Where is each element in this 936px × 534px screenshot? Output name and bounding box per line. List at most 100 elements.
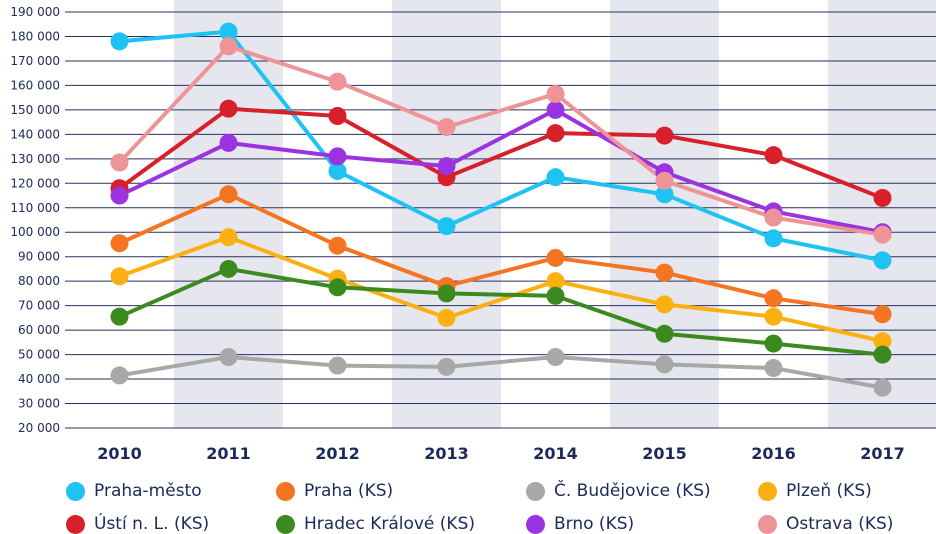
data-point <box>873 188 892 207</box>
data-point <box>437 357 456 376</box>
data-point <box>110 32 129 51</box>
legend-label: Č. Budějovice (KS) <box>554 481 711 501</box>
series-line <box>119 355 883 390</box>
y-tick-label: 140 000 <box>10 127 60 141</box>
data-point <box>219 259 238 278</box>
data-point <box>219 348 238 367</box>
data-point <box>546 100 565 119</box>
data-point <box>437 118 456 137</box>
series-points <box>110 22 892 397</box>
data-point <box>546 168 565 187</box>
legend-marker <box>276 481 295 501</box>
data-point <box>546 272 565 291</box>
legend-item: Praha-město <box>66 481 202 501</box>
data-point <box>328 356 347 375</box>
legend-marker <box>526 514 545 534</box>
data-point <box>873 225 892 244</box>
data-point <box>873 305 892 324</box>
x-tick-label: 2012 <box>315 444 360 463</box>
data-point <box>655 126 674 145</box>
gridlines <box>65 11 936 429</box>
y-tick-label: 120 000 <box>10 176 60 190</box>
data-point <box>437 284 456 303</box>
legend-marker <box>758 514 777 534</box>
series-line <box>118 107 883 235</box>
legend-item: Č. Budějovice (KS) <box>526 481 711 501</box>
data-point <box>219 99 238 118</box>
legend-label: Brno (KS) <box>554 514 635 534</box>
data-point <box>328 107 347 125</box>
data-point <box>110 307 129 326</box>
y-tick-label: 90 000 <box>18 250 60 264</box>
y-tick-label: 70 000 <box>18 299 60 313</box>
data-point <box>764 146 783 165</box>
y-tick-label: 150 000 <box>10 103 60 117</box>
series-line <box>118 106 884 200</box>
data-point <box>764 334 783 353</box>
legend-marker <box>276 514 295 534</box>
data-point <box>328 278 347 297</box>
y-tick-label: 30 000 <box>18 397 60 411</box>
data-point <box>764 289 783 308</box>
legend-label: Ústí n. L. (KS) <box>94 514 210 534</box>
legend-label: Praha (KS) <box>304 481 394 501</box>
data-point <box>437 157 456 176</box>
legend-item: Hradec Králové (KS) <box>276 514 475 534</box>
y-axis-labels: 190 000 180 000 170 000 160 000 150 000 140 0… <box>10 5 60 435</box>
y-tick-label: 80 000 <box>18 274 60 288</box>
x-tick-label: 2017 <box>860 444 905 463</box>
series-line <box>118 44 883 237</box>
data-point <box>110 234 129 253</box>
legend-marker <box>66 481 85 501</box>
legend-label: Ostrava (KS) <box>786 514 894 534</box>
data-point <box>110 186 129 205</box>
data-point <box>328 72 347 91</box>
column-bands <box>174 0 936 428</box>
legend-item: Plzeň (KS) <box>758 481 872 501</box>
series-line <box>118 266 883 357</box>
data-point <box>873 378 892 397</box>
data-point <box>546 248 565 267</box>
data-point <box>873 332 892 351</box>
legend-item: Ostrava (KS) <box>758 514 893 534</box>
y-tick-label: 100 000 <box>10 225 60 239</box>
y-tick-label: 110 000 <box>10 201 60 215</box>
series-line <box>118 235 883 344</box>
data-point <box>219 37 238 56</box>
data-point <box>764 208 783 227</box>
x-tick-label: 2015 <box>642 444 687 463</box>
data-point <box>655 324 674 343</box>
x-axis-labels: 2010 2011 2012 2013 2014 2015 2016 2017 <box>97 444 905 463</box>
data-point <box>437 308 456 327</box>
column-band <box>828 0 936 428</box>
legend-label: Hradec Králové (KS) <box>304 514 475 534</box>
legend-marker <box>758 481 777 501</box>
column-band <box>392 0 501 428</box>
series-line <box>119 29 883 263</box>
y-tick-label: 40 000 <box>18 372 60 386</box>
data-point <box>655 295 674 314</box>
data-point <box>546 348 565 367</box>
data-point <box>546 84 565 103</box>
data-point <box>873 251 892 270</box>
data-point <box>764 229 783 248</box>
y-tick-label: 130 000 <box>10 152 60 166</box>
data-point <box>219 228 238 247</box>
data-point <box>764 359 783 378</box>
legend: Praha-město Praha (KS) Č. Budějovice (KS) P… <box>0 476 936 534</box>
legend-item: Brno (KS) <box>526 514 634 534</box>
data-point <box>655 355 674 374</box>
data-point <box>546 286 565 305</box>
data-point <box>873 345 892 364</box>
data-point <box>110 366 129 385</box>
series-line <box>118 192 883 317</box>
data-point <box>655 263 674 282</box>
y-tick-label: 60 000 <box>18 323 60 337</box>
x-tick-label: 2016 <box>751 444 796 463</box>
data-point <box>328 236 347 255</box>
y-tick-label: 20 000 <box>18 421 60 435</box>
legend-marker <box>66 514 85 534</box>
legend-label: Praha-město <box>94 481 202 501</box>
y-tick-label: 180 000 <box>10 29 60 43</box>
x-tick-label: 2014 <box>533 444 578 463</box>
